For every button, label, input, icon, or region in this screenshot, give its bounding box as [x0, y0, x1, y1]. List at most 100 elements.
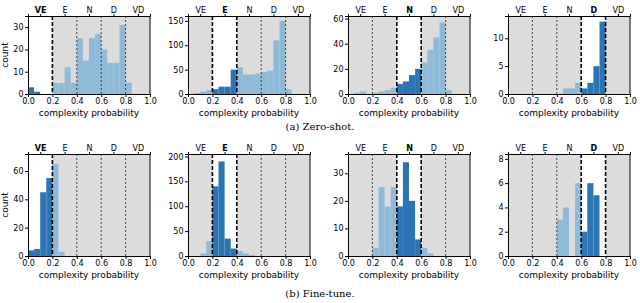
bar: [433, 37, 439, 94]
class-boundary: [372, 154, 373, 256]
bar: [385, 90, 391, 94]
x-axis-tick: 0.4: [551, 256, 564, 268]
x-axis-tick-label: 0.4: [71, 259, 84, 268]
x-axis-tick: 0.2: [527, 94, 540, 106]
class-axis-tick: VD: [132, 144, 144, 155]
x-axis-tick: 0.8: [120, 256, 133, 268]
bar: [354, 256, 360, 257]
y-axis: 0102030: [13, 17, 28, 100]
x-axis-tick-label: 0.4: [231, 259, 244, 268]
bar: [65, 67, 71, 94]
y-axis-tick-mark: [345, 201, 348, 202]
y-axis-tick: 20: [13, 45, 28, 54]
x-axis-tick: 0.0: [22, 256, 35, 268]
bar: [575, 83, 581, 94]
x-axis: 0.00.20.40.60.81.0: [502, 256, 637, 268]
frame-right: [470, 154, 471, 256]
x-axis-tick-label: 0.8: [120, 97, 133, 106]
x-axis-title: complexity probability: [39, 108, 140, 118]
y-axis-tick: 150: [168, 177, 188, 186]
x-axis-tick-label: 0.4: [391, 97, 404, 106]
class-axis-tick-label: E: [63, 6, 68, 15]
x-axis-tick: 1.0: [144, 256, 157, 268]
class-boundary: [556, 154, 557, 256]
y-axis-tick-label: 20: [13, 45, 23, 54]
x-axis-tick: 0.6: [415, 256, 428, 268]
background: [188, 154, 310, 256]
class-axis-tick-label: VD: [452, 144, 464, 153]
x-axis-tick: 0.6: [575, 94, 588, 106]
bar: [391, 187, 397, 256]
class-axis: VEENDVD: [349, 6, 471, 17]
y-axis-tick: 20: [333, 197, 348, 206]
class-axis-tick-label: N: [567, 144, 573, 153]
bar: [59, 252, 65, 256]
class-axis-tick: D: [591, 144, 598, 155]
y-axis-tick-label: 200: [168, 153, 183, 162]
bar: [433, 256, 439, 257]
subplot: 0.00.20.40.60.81.002468VEENDVDcomplexity…: [498, 144, 636, 281]
class-axis-tick-label: VD: [292, 6, 304, 15]
bar: [606, 256, 612, 257]
x-axis: 0.00.20.40.60.81.0: [342, 94, 477, 106]
x-axis-tick: 0.2: [367, 94, 380, 106]
bar: [458, 256, 464, 257]
bar: [421, 248, 427, 256]
class-axis-tick-label: N: [247, 6, 253, 15]
y-axis-tick-label: 50: [173, 66, 183, 75]
bar: [194, 93, 200, 94]
bar: [354, 93, 360, 94]
y-axis-tick-mark: [185, 181, 188, 182]
y-axis-tick: 4: [498, 203, 508, 212]
class-axis: VEENDVD: [29, 6, 151, 17]
bar: [138, 94, 144, 95]
figure: 0.00.20.40.60.81.00102030VEENDVDcomplexi…: [0, 0, 640, 303]
bar: [397, 84, 403, 94]
x-axis-title: complexity probability: [519, 108, 620, 118]
bar: [532, 94, 538, 95]
class-axis-tick-label: E: [543, 144, 548, 153]
x-axis-tick-label: 0.2: [207, 97, 220, 106]
bar: [452, 94, 458, 95]
class-boundary: [285, 16, 286, 94]
y-axis-tick-label: 60: [13, 167, 23, 176]
bar: [101, 49, 107, 94]
y-axis-tick: 0: [338, 90, 348, 99]
bar: [273, 40, 279, 94]
bar: [593, 195, 599, 256]
class-boundary: [420, 154, 422, 256]
class-boundary: [125, 16, 126, 94]
bar: [286, 89, 292, 94]
frame-right: [310, 154, 311, 256]
y-axis: 0102030: [333, 155, 348, 262]
y-axis-tick-mark: [185, 256, 188, 257]
y-axis-tick-label: 30: [13, 23, 23, 32]
class-axis-tick-label: E: [383, 144, 388, 153]
class-axis-tick: VE: [195, 6, 206, 17]
y-axis-tick-mark: [185, 94, 188, 95]
bar: [397, 206, 403, 256]
class-axis-tick: VD: [132, 6, 144, 17]
class-axis-tick-label: D: [271, 6, 277, 15]
class-axis-tick: N: [567, 144, 573, 155]
y-axis-tick-label: 40: [13, 195, 23, 204]
class-axis-tick-label: VE: [515, 144, 526, 153]
class-boundary: [101, 154, 102, 256]
bar: [206, 90, 212, 94]
x-axis-tick: 0.4: [231, 256, 244, 268]
plot-area: [188, 154, 310, 256]
x-axis-tick-label: 0.4: [551, 259, 564, 268]
y-axis-tick-mark: [505, 94, 508, 95]
x-axis-tick-label: 0.4: [391, 259, 404, 268]
bar: [372, 248, 378, 256]
y-axis-tick: 60: [13, 167, 28, 176]
x-axis-tick: 0.0: [502, 256, 515, 268]
x-axis-tick-label: 0.2: [367, 97, 380, 106]
class-axis-tick: N: [87, 144, 93, 155]
y-axis-line: [185, 155, 189, 257]
y-axis-tick-mark: [345, 94, 348, 95]
class-axis-tick: D: [431, 144, 437, 155]
class-axis-tick: VE: [195, 144, 206, 155]
x-axis-title: complexity probability: [359, 270, 460, 280]
y-axis-tick-label: 10: [333, 224, 343, 233]
